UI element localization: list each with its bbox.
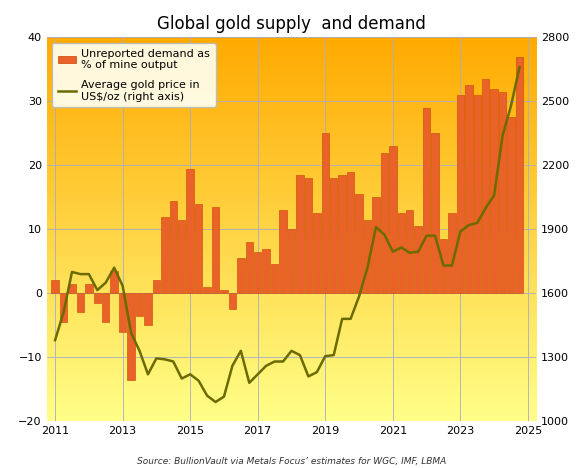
Bar <box>237 258 244 293</box>
Bar <box>339 175 346 293</box>
Bar <box>178 220 185 293</box>
Bar <box>322 133 329 293</box>
Bar <box>127 293 135 380</box>
Bar <box>245 242 253 293</box>
Bar <box>473 95 481 293</box>
Bar <box>195 204 202 293</box>
Bar <box>288 229 295 293</box>
Bar <box>499 92 506 293</box>
Bar <box>406 210 413 293</box>
Bar <box>398 213 405 293</box>
Bar <box>389 146 396 293</box>
Bar <box>136 293 143 316</box>
Bar <box>456 95 464 293</box>
Bar <box>51 280 59 293</box>
Bar <box>187 168 194 293</box>
Bar <box>431 133 439 293</box>
Bar <box>153 280 160 293</box>
Bar <box>330 178 338 293</box>
Bar <box>85 284 93 293</box>
Bar <box>490 88 498 293</box>
Bar <box>254 252 261 293</box>
Bar <box>271 264 278 293</box>
Title: Global gold supply  and demand: Global gold supply and demand <box>157 15 426 33</box>
Bar <box>482 79 489 293</box>
Bar <box>364 220 371 293</box>
Bar <box>448 213 456 293</box>
Bar <box>203 287 211 293</box>
Bar <box>144 293 152 325</box>
Bar <box>440 239 447 293</box>
Bar <box>262 249 270 293</box>
Legend: Unreported demand as
% of mine output, Average gold price in
US$/oz (right axis): Unreported demand as % of mine output, A… <box>52 43 216 107</box>
Bar <box>229 293 236 309</box>
Bar <box>415 226 422 293</box>
Bar <box>516 57 523 293</box>
Bar <box>355 194 363 293</box>
Bar <box>347 172 354 293</box>
Bar <box>161 217 168 293</box>
Bar <box>296 175 304 293</box>
Bar <box>102 293 110 322</box>
Bar <box>220 290 228 293</box>
Bar <box>212 207 219 293</box>
Bar <box>305 178 312 293</box>
Bar <box>465 86 473 293</box>
Bar <box>68 284 76 293</box>
Bar <box>507 117 515 293</box>
Bar <box>77 293 84 313</box>
Bar <box>381 153 388 293</box>
Bar <box>60 293 67 322</box>
Bar <box>170 200 177 293</box>
Bar <box>110 271 118 293</box>
Bar <box>313 213 321 293</box>
Bar <box>94 293 101 303</box>
Bar <box>119 293 127 332</box>
Bar <box>423 108 430 293</box>
Bar <box>279 210 287 293</box>
Bar <box>372 197 380 293</box>
Text: Source: BullionVault via Metals Focus’ estimates for WGC, IMF, LBMA: Source: BullionVault via Metals Focus’ e… <box>137 457 446 466</box>
